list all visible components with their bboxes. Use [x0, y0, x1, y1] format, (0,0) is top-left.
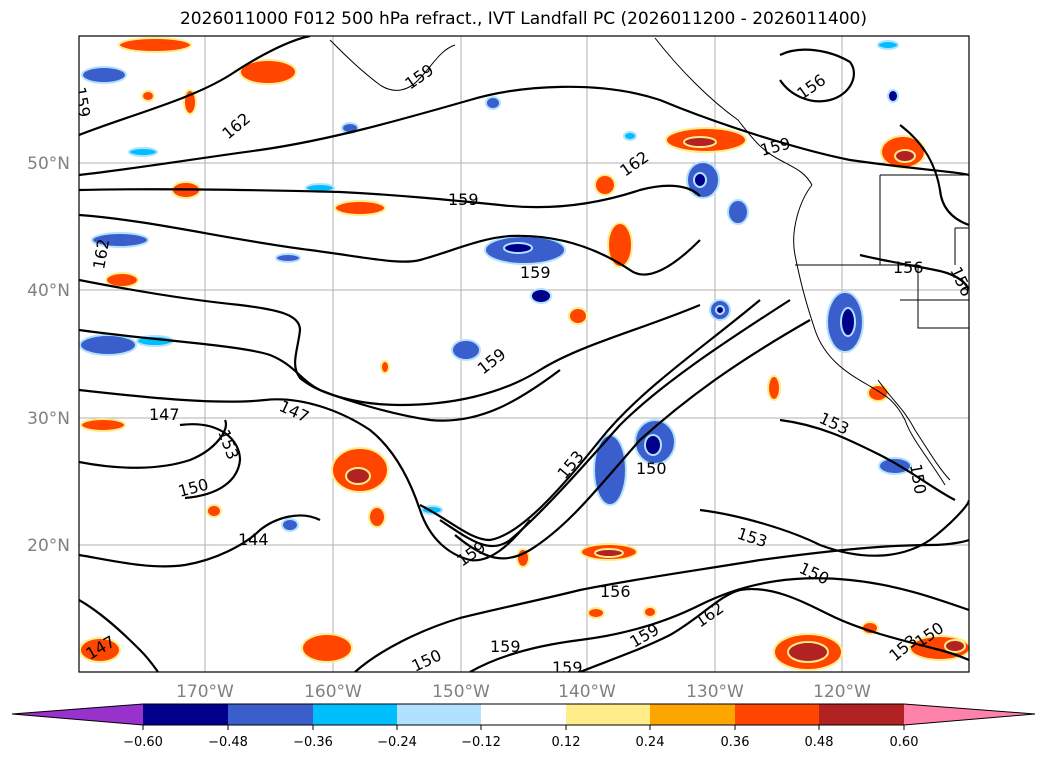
- colorbar-segment: [566, 704, 650, 725]
- contour-label: 159: [552, 658, 583, 677]
- contour-label: 156: [893, 258, 924, 277]
- lat-label: 50°N: [27, 154, 70, 174]
- contour-label: 150: [636, 459, 667, 478]
- colorbar-extend-low: [12, 704, 143, 725]
- colorbar-tick: 0.36: [721, 735, 750, 750]
- lon-label: 150°W: [432, 682, 490, 702]
- contour-label: 159: [520, 263, 551, 282]
- contour-label: 156: [600, 582, 631, 601]
- lat-label: 40°N: [27, 281, 70, 301]
- map-area: [79, 36, 969, 672]
- colorbar-tick: −0.12: [461, 735, 501, 750]
- colorbar-segment: [481, 704, 566, 725]
- contour-label: 147: [149, 405, 180, 424]
- colorbar-tick: 0.60: [890, 735, 919, 750]
- colorbar-segment: [143, 704, 228, 725]
- colorbar-segment: [228, 704, 313, 725]
- height-contours: [79, 36, 969, 672]
- colorbar-tick: −0.48: [208, 735, 248, 750]
- colorbar-tick: 0.12: [552, 735, 581, 750]
- contour-label: 159: [448, 190, 479, 209]
- lon-label: 130°W: [686, 682, 744, 702]
- lat-label: 30°N: [27, 409, 70, 429]
- colorbar-tick: −0.60: [123, 735, 163, 750]
- colorbar-extend-high: [904, 704, 1035, 725]
- lat-label: 20°N: [27, 536, 70, 556]
- coastlines: [329, 37, 969, 486]
- lon-label: 160°W: [304, 682, 362, 702]
- map-frame: [78, 35, 970, 673]
- colorbar-tick: 0.24: [636, 735, 665, 750]
- colorbar-segment: [313, 704, 397, 725]
- longitude-labels: 170°W 160°W 150°W 140°W 130°W 120°W: [176, 682, 871, 702]
- gridlines: [79, 36, 969, 672]
- colorbar-segment: [819, 704, 904, 725]
- lon-label: 170°W: [176, 682, 234, 702]
- pc-shading: [79, 37, 969, 671]
- latitude-labels: 50°N 40°N 30°N 20°N: [27, 154, 70, 556]
- colorbar-segment: [397, 704, 481, 725]
- colorbar-tick: −0.36: [293, 735, 333, 750]
- colorbar: −0.60 −0.48 −0.36 −0.24 −0.12 0.12 0.24 …: [11, 703, 1036, 750]
- map-title: 2026011000 F012 500 hPa refract., IVT La…: [179, 9, 867, 29]
- colorbar-segment: [735, 704, 819, 725]
- contour-label: 144: [238, 530, 269, 549]
- colorbar-tick: −0.24: [377, 735, 417, 750]
- contour-label: 159: [490, 637, 521, 656]
- colorbar-segment: [650, 704, 735, 725]
- lon-label: 140°W: [558, 682, 616, 702]
- lon-label: 120°W: [813, 682, 871, 702]
- colorbar-tick: 0.48: [805, 735, 834, 750]
- contour-label: 159: [70, 85, 94, 118]
